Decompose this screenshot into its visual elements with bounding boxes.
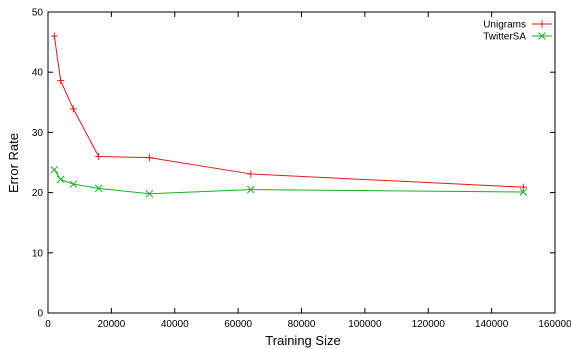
x-tick-label: 160000	[538, 319, 571, 330]
series-unigrams	[51, 33, 527, 191]
axes-group: 0 20000 40000 60000 80000 100000 120000 140000 1…	[32, 8, 571, 331]
x-tick-label: 140000	[475, 319, 509, 330]
y-axis-label: Error Rate	[6, 133, 21, 193]
y-tick-label: 40	[32, 68, 44, 79]
legend-label-twittersa: TwitterSA	[483, 32, 526, 43]
y-tick-label: 30	[32, 128, 44, 139]
x-tick-label: 0	[45, 319, 51, 330]
y-tick-label: 10	[32, 248, 44, 259]
series-line-twittersa	[54, 170, 523, 194]
series-twittersa	[51, 166, 527, 197]
data-point-unigrams	[70, 105, 77, 112]
data-point-unigrams	[247, 170, 254, 177]
data-point-unigrams	[146, 154, 153, 161]
y-tick-label: 20	[32, 188, 44, 199]
x-tick-label: 60000	[224, 319, 252, 330]
legend-marker-unigrams	[539, 21, 546, 28]
x-axis-label: Training Size	[265, 333, 340, 348]
data-point-unigrams	[95, 153, 102, 160]
data-point-unigrams	[57, 77, 64, 84]
plot-frame	[48, 12, 555, 313]
x-tick-label: 100000	[348, 319, 382, 330]
x-tick-label: 40000	[161, 319, 189, 330]
x-tick-label: 120000	[412, 319, 446, 330]
data-point-twittersa	[51, 166, 58, 173]
x-tick-label: 80000	[288, 319, 316, 330]
data-point-twittersa	[57, 176, 64, 183]
x-tick-label: 20000	[97, 319, 125, 330]
y-tick-label: 50	[32, 8, 44, 19]
series-line-unigrams	[54, 36, 523, 187]
data-point-unigrams	[51, 33, 58, 40]
series-layer	[51, 33, 527, 198]
legend-label-unigrams: Unigrams	[483, 20, 526, 31]
y-tick-label: 0	[37, 309, 43, 320]
